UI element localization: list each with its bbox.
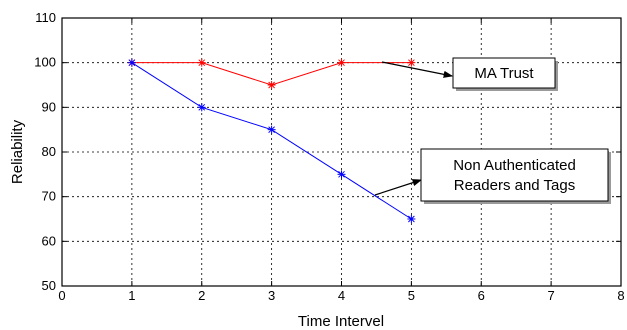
series-layer bbox=[127, 58, 416, 223]
x-tick-label: 0 bbox=[58, 288, 65, 303]
x-tick-label: 8 bbox=[617, 288, 624, 303]
data-point bbox=[337, 170, 346, 179]
x-tick-label: 7 bbox=[548, 288, 555, 303]
annotation-1: MA Trust bbox=[381, 57, 558, 91]
annotation-text: MA Trust bbox=[474, 65, 534, 82]
y-tick-label: 50 bbox=[42, 278, 56, 293]
y-tick-label: 80 bbox=[42, 144, 56, 159]
annotation-2: Non Authenticated Readers and Tags bbox=[374, 148, 611, 204]
series-2 bbox=[127, 58, 416, 223]
data-point bbox=[337, 58, 346, 67]
y-tick-label: 100 bbox=[34, 55, 56, 70]
annotation-arrow bbox=[374, 179, 423, 196]
x-tick-label: 4 bbox=[338, 288, 345, 303]
x-tick-label: 3 bbox=[268, 288, 275, 303]
annotation-text: Readers and Tags bbox=[454, 177, 575, 194]
data-point bbox=[127, 58, 136, 67]
y-tick-label: 60 bbox=[42, 233, 56, 248]
x-axis-label: Time Intervel bbox=[298, 313, 384, 330]
annotation-text: Non Authenticated bbox=[453, 157, 576, 174]
y-tick-label: 70 bbox=[42, 189, 56, 204]
x-tick-label: 5 bbox=[408, 288, 415, 303]
annotations: MA Trust Non Authenticated Readers and Tag… bbox=[374, 57, 611, 204]
data-point bbox=[267, 125, 276, 134]
y-axis-label: Reliability bbox=[9, 119, 26, 184]
y-tick-label: 110 bbox=[35, 10, 56, 25]
annotation-box bbox=[452, 57, 556, 89]
series-1 bbox=[127, 58, 416, 89]
annotation-arrow bbox=[381, 61, 454, 78]
annotation-box bbox=[420, 148, 609, 202]
data-point bbox=[407, 58, 416, 67]
data-point bbox=[197, 58, 206, 67]
y-tick-label: 90 bbox=[42, 99, 56, 114]
data-point bbox=[407, 215, 416, 223]
data-point bbox=[267, 81, 276, 89]
x-tick-label: 1 bbox=[128, 288, 135, 303]
x-tick-label: 6 bbox=[478, 288, 485, 303]
data-point bbox=[197, 103, 206, 112]
x-tick-label: 2 bbox=[198, 288, 205, 303]
axis-ticks: 0 1 2 3 4 5 6 7 8 50 60 70 80 90 100 110 bbox=[34, 10, 624, 303]
